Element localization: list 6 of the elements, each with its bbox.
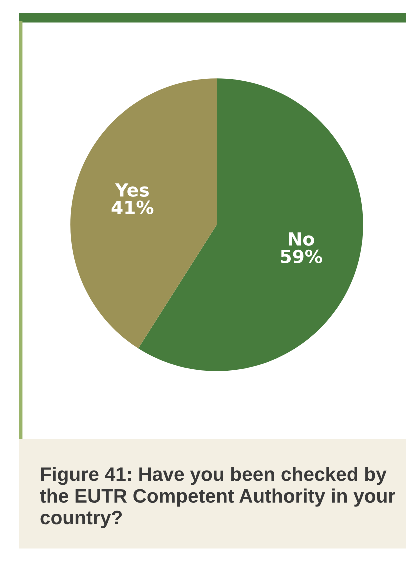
slice-label: Yes (115, 184, 149, 197)
data-label: 59% (281, 250, 322, 264)
slice-label: No (289, 232, 314, 246)
data-label: 41% (112, 200, 154, 214)
pie-slice (70, 78, 217, 349)
text: Figure 41: Have you been checked by the EUTR Competent Authority in your country? (40, 467, 396, 529)
